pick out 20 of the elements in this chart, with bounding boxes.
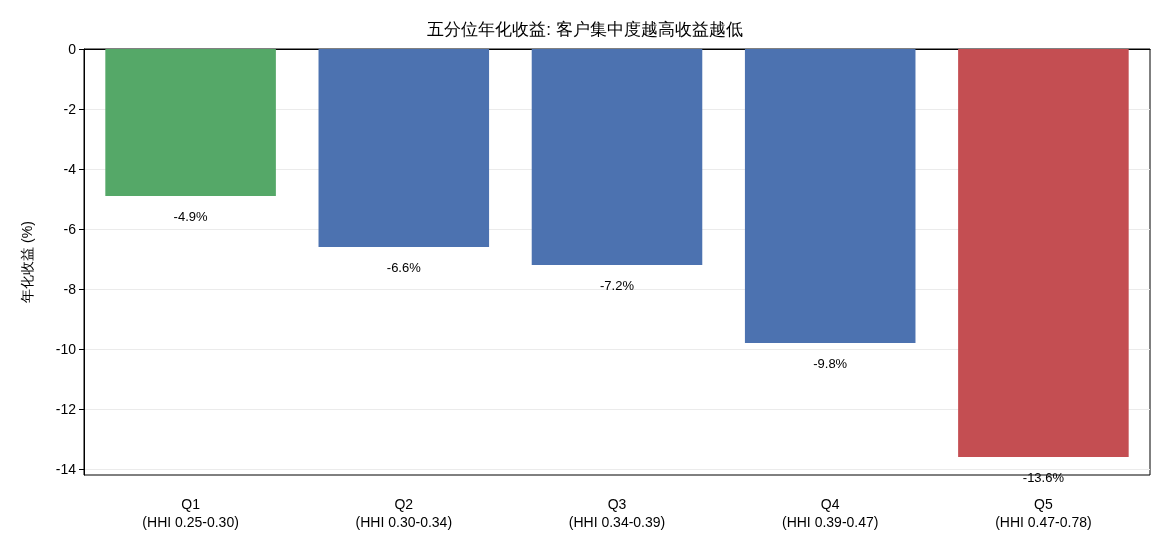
y-tick-label: 0 bbox=[68, 41, 77, 57]
data-label: -9.8% bbox=[813, 356, 848, 371]
x-tick-label: Q5 (HHI 0.47-0.78) bbox=[995, 496, 1092, 530]
y-tick-label: -6 bbox=[63, 221, 77, 237]
data-label: -7.2% bbox=[600, 278, 635, 293]
data-label: -13.6% bbox=[1022, 470, 1065, 485]
chart-title: 五分位年化收益: 客户集中度越高收益越低 bbox=[427, 20, 743, 39]
data-label: -4.9% bbox=[173, 209, 209, 224]
y-tick-label: -8 bbox=[63, 281, 77, 297]
data-label: -6.6% bbox=[386, 260, 422, 275]
x-tick-label: Q4 (HHI 0.39-0.47) bbox=[781, 496, 879, 530]
x-tick-label: Q2 (HHI 0.30-0.34) bbox=[355, 496, 453, 530]
y-tick-label: -10 bbox=[55, 341, 77, 357]
y-tick-label: -14 bbox=[55, 461, 77, 477]
x-tick-label: Q3 (HHI 0.34-0.39) bbox=[568, 496, 666, 530]
y-tick-label: -2 bbox=[63, 101, 77, 117]
x-tick-label: Q1 (HHI 0.25-0.30) bbox=[142, 496, 239, 530]
y-tick-label: -12 bbox=[55, 401, 77, 417]
y-tick-label: -4 bbox=[63, 161, 77, 177]
y-axis-title: 年化收益 (%) bbox=[19, 221, 35, 303]
